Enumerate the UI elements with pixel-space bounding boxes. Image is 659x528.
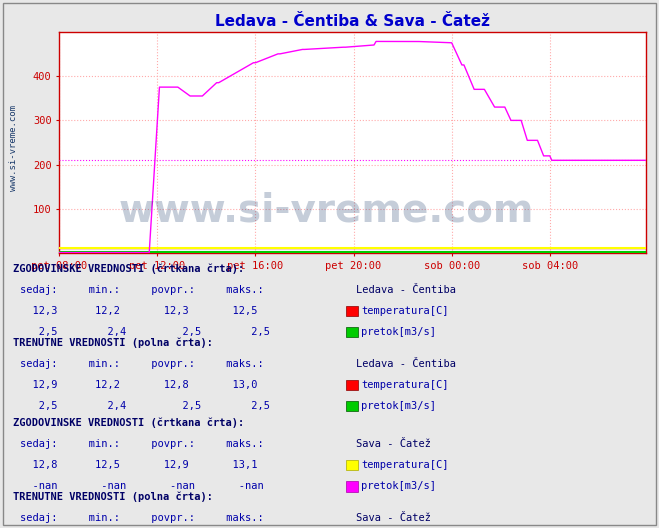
Text: 2,5        2,4         2,5        2,5: 2,5 2,4 2,5 2,5 — [20, 327, 270, 337]
Text: -nan       -nan       -nan       -nan: -nan -nan -nan -nan — [20, 482, 264, 492]
Text: sedaj:     min.:     povpr.:     maks.:: sedaj: min.: povpr.: maks.: — [20, 285, 264, 295]
Text: TRENUTNE VREDNOSTI (polna črta):: TRENUTNE VREDNOSTI (polna črta): — [13, 492, 213, 502]
Text: temperatura[C]: temperatura[C] — [361, 380, 449, 390]
Text: ZGODOVINSKE VREDNOSTI (črtkana črta):: ZGODOVINSKE VREDNOSTI (črtkana črta): — [13, 418, 244, 428]
Text: temperatura[C]: temperatura[C] — [361, 460, 449, 470]
Text: pretok[m3/s]: pretok[m3/s] — [361, 401, 436, 411]
Text: TRENUTNE VREDNOSTI (polna črta):: TRENUTNE VREDNOSTI (polna črta): — [13, 337, 213, 348]
Text: Ledava - Čentiba: Ledava - Čentiba — [356, 285, 456, 295]
Text: www.si-vreme.com: www.si-vreme.com — [9, 105, 18, 191]
Text: www.si-vreme.com: www.si-vreme.com — [119, 192, 534, 230]
Text: temperatura[C]: temperatura[C] — [361, 306, 449, 316]
Text: Ledava - Čentiba: Ledava - Čentiba — [356, 359, 456, 369]
Text: Sava - Čatež: Sava - Čatež — [356, 513, 431, 523]
Text: pretok[m3/s]: pretok[m3/s] — [361, 482, 436, 492]
Text: ZGODOVINSKE VREDNOSTI (črtkana črta):: ZGODOVINSKE VREDNOSTI (črtkana črta): — [13, 263, 244, 274]
Text: pretok[m3/s]: pretok[m3/s] — [361, 327, 436, 337]
Text: Sava - Čatež: Sava - Čatež — [356, 439, 431, 449]
Text: 12,9      12,2       12,8       13,0: 12,9 12,2 12,8 13,0 — [20, 380, 257, 390]
Text: sedaj:     min.:     povpr.:     maks.:: sedaj: min.: povpr.: maks.: — [20, 513, 264, 523]
Text: 12,8      12,5       12,9       13,1: 12,8 12,5 12,9 13,1 — [20, 460, 257, 470]
Text: 2,5        2,4         2,5        2,5: 2,5 2,4 2,5 2,5 — [20, 401, 270, 411]
Title: Ledava - Čentiba & Sava - Čatež: Ledava - Čentiba & Sava - Čatež — [215, 14, 490, 29]
Text: sedaj:     min.:     povpr.:     maks.:: sedaj: min.: povpr.: maks.: — [20, 439, 264, 449]
Text: sedaj:     min.:     povpr.:     maks.:: sedaj: min.: povpr.: maks.: — [20, 359, 264, 369]
Text: 12,3      12,2       12,3       12,5: 12,3 12,2 12,3 12,5 — [20, 306, 257, 316]
